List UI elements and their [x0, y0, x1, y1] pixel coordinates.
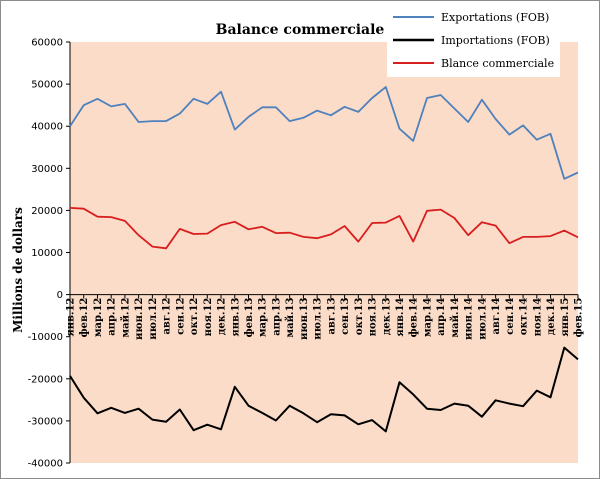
legend-label-exports: Exportations (FOB) — [441, 11, 549, 24]
x-tick-label: апр.13 — [271, 298, 282, 336]
y-tick-label: 20000 — [31, 206, 63, 217]
series-line-exports — [69, 86, 579, 180]
x-tick-label: дек.14 — [546, 298, 557, 336]
y-tick-label: 50000 — [31, 80, 63, 91]
y-tick-label: 60000 — [31, 38, 63, 49]
x-tick-label: июн.12 — [134, 298, 145, 340]
y-tick-label: 40000 — [31, 122, 63, 133]
x-tick-label: фев.13 — [244, 298, 255, 338]
y-tick-label: 0 — [57, 290, 63, 301]
x-tick-label: июл.12 — [148, 298, 159, 340]
y-tick-label: -40000 — [28, 459, 63, 470]
x-tick-label: ноя.13 — [368, 298, 379, 337]
x-tick-label: окт.12 — [189, 298, 200, 336]
x-tick-label: май.13 — [285, 298, 296, 338]
series-line-imports — [69, 346, 579, 433]
x-tick-label: июл.13 — [313, 298, 324, 340]
series-line-balance — [69, 207, 579, 250]
y-tick-label: -20000 — [28, 374, 63, 385]
legend-label-balance: Blance commerciale — [441, 57, 554, 70]
x-tick-label: июн.13 — [299, 298, 310, 340]
y-tick-label: -30000 — [28, 416, 63, 427]
x-tick-label: апр.12 — [107, 298, 118, 336]
x-tick-label: ноя.12 — [203, 298, 214, 337]
x-tick-label: мар.12 — [93, 298, 104, 338]
y-tick-label: 30000 — [31, 164, 63, 175]
plot-area — [70, 42, 578, 463]
x-tick-label: янв.14 — [395, 298, 406, 337]
x-tick-label: авг.14 — [491, 298, 502, 335]
x-tick-label: фев.12 — [79, 298, 90, 338]
legend-label-imports: Importations (FOB) — [441, 34, 550, 47]
x-tick-label: сен.14 — [505, 298, 516, 335]
y-axis-label: Millions de dollars — [11, 207, 25, 333]
x-tick-label: мар.13 — [258, 298, 269, 338]
chart-title: Balance commerciale — [216, 22, 385, 38]
x-tick-label: сен.13 — [340, 298, 351, 335]
x-tick-label: май.14 — [450, 298, 461, 338]
x-tick-label: май.12 — [120, 298, 131, 338]
x-tick-label: июн.14 — [464, 298, 475, 340]
x-tick-label: дек.13 — [381, 298, 392, 336]
x-tick-label: янв.15 — [560, 298, 571, 337]
x-tick-label: окт.13 — [354, 298, 365, 336]
x-tick-label: дек.12 — [217, 298, 228, 336]
y-tick-label: 10000 — [31, 248, 63, 259]
x-tick-label: мар.14 — [422, 298, 433, 338]
x-tick-label: фев.15 — [574, 298, 585, 338]
x-tick-label: июл.14 — [477, 298, 488, 340]
x-tick-label: ноя.14 — [532, 298, 543, 337]
x-tick-label: фев.14 — [409, 298, 420, 338]
x-tick-label: сен.12 — [175, 298, 186, 335]
x-tick-label: апр.14 — [436, 298, 447, 336]
y-tick-label: -10000 — [28, 332, 63, 343]
x-tick-label: янв.12 — [66, 298, 77, 337]
x-tick-label: окт.14 — [519, 298, 530, 336]
x-tick-label: янв.13 — [230, 298, 241, 337]
x-tick-label: авг.13 — [326, 298, 337, 335]
x-tick-label: авг.12 — [162, 298, 173, 335]
